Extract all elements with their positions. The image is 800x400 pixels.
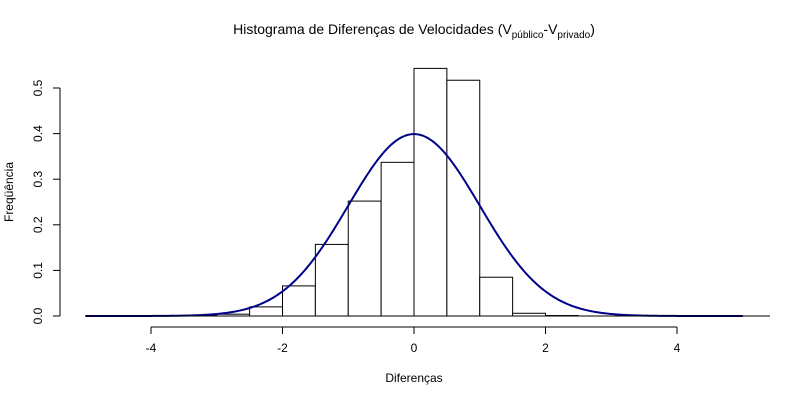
x-tick-label: 2 <box>542 341 549 355</box>
chart-title-subscript-privado: privado <box>557 30 590 41</box>
chart-title-main: Histograma de Diferenças de Velocidades … <box>233 21 512 37</box>
y-tick-label: 0.2 <box>31 216 45 233</box>
y-tick-label: 0.1 <box>31 262 45 279</box>
x-tick-label: -4 <box>146 341 157 355</box>
y-axis-label: Freqüência <box>2 162 16 222</box>
x-axis-label: Diferenças <box>385 371 442 385</box>
x-tick-label: 0 <box>411 341 418 355</box>
chart-title-subscript-publico: público <box>512 30 544 41</box>
y-tick-label: 0.0 <box>31 307 45 324</box>
y-axis: 0.0 0.1 0.2 0.3 0.4 0.5 <box>31 79 61 324</box>
x-tick-label: 4 <box>674 341 681 355</box>
histogram-bar <box>347 200 382 317</box>
chart-title-mid: -V <box>543 21 558 37</box>
x-tick-label: -2 <box>277 341 288 355</box>
y-tick-label: 0.4 <box>31 125 45 142</box>
histogram-bar <box>479 276 514 317</box>
x-axis: -4 -2 0 2 4 <box>86 315 770 355</box>
y-tick-label: 0.5 <box>31 79 45 96</box>
y-tick-label: 0.3 <box>31 171 45 188</box>
histogram-bar <box>249 306 283 317</box>
normal-density-curve <box>85 133 743 317</box>
histogram-bar <box>413 67 448 317</box>
histogram-bar <box>380 161 415 317</box>
chart-title-end: ) <box>590 21 595 37</box>
histogram-bar <box>314 243 349 317</box>
histogram-bar <box>282 285 316 317</box>
histogram-bars <box>183 67 579 317</box>
chart-title: Histograma de Diferenças de Velocidades … <box>233 21 595 41</box>
